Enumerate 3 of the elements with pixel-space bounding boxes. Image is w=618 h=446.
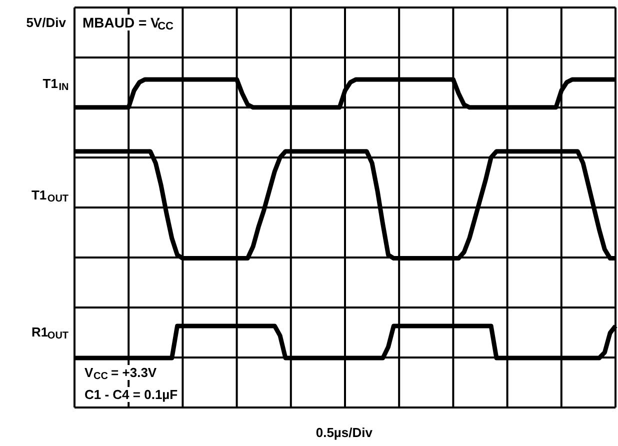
text: C1 - C4 = 0.1µF [84, 387, 178, 402]
y-axis-title: 5V/Div [26, 15, 67, 30]
text: 0.5µs/Div [316, 425, 374, 440]
